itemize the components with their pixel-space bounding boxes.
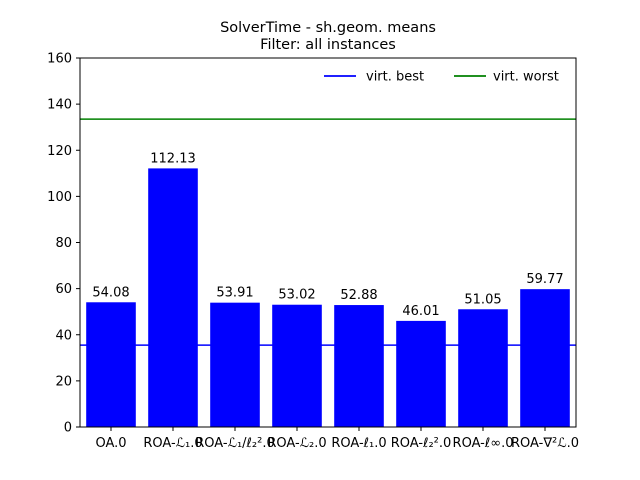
x-tick-label-0: OA.0 (95, 436, 126, 451)
y-tick-label-8: 160 (47, 52, 72, 67)
data-label-7: 59.77 (526, 272, 563, 287)
x-tick-label-7: ROA-∇²ℒ.0 (511, 436, 579, 451)
bar-1 (148, 168, 198, 427)
y-tick-label-6: 120 (47, 144, 72, 159)
data-label-0: 54.08 (92, 285, 129, 300)
x-tick-label-3: ROA-ℒ₂.0 (267, 436, 326, 451)
bar-4 (334, 305, 384, 427)
legend-label-0: virt. best (366, 70, 424, 85)
x-tick-label-4: ROA-ℓ₁.0 (331, 436, 386, 451)
bar-0 (86, 302, 136, 427)
x-tick-label-1: ROA-ℒ₁.0 (143, 436, 202, 451)
y-tick-label-2: 40 (55, 328, 72, 343)
bar-3 (272, 304, 322, 427)
y-tick-label-1: 20 (55, 374, 72, 389)
y-tick-label-4: 80 (55, 236, 72, 251)
data-label-2: 53.91 (216, 286, 253, 301)
x-tick-label-2: ROA-ℒ₁/ℓ₂².0 (195, 436, 275, 451)
data-label-5: 46.01 (402, 304, 439, 319)
y-tick-label-0: 0 (64, 421, 72, 436)
x-tick-label-5: ROA-ℓ₂².0 (391, 436, 452, 451)
y-tick-label-7: 140 (47, 98, 72, 113)
chart-subtitle: Filter: all instances (260, 37, 396, 53)
bar-7 (520, 289, 570, 427)
chart-title: SolverTime - sh.geom. means (220, 20, 436, 36)
bar-2 (210, 302, 260, 427)
data-label-3: 53.02 (278, 288, 315, 303)
plot-area: 54.08 112.13 53.91 53.02 52.88 46.01 51.05 59.7… (47, 52, 579, 452)
y-tick-label-3: 60 (55, 282, 72, 297)
y-tick-label-5: 100 (47, 190, 72, 205)
legend-label-1: virt. worst (493, 70, 559, 85)
data-label-4: 52.88 (340, 288, 377, 303)
data-label-1: 112.13 (150, 151, 196, 166)
bar-6 (458, 309, 508, 427)
x-tick-label-6: ROA-ℓ∞.0 (453, 436, 514, 451)
data-label-6: 51.05 (464, 292, 501, 307)
bar-5 (396, 320, 446, 427)
